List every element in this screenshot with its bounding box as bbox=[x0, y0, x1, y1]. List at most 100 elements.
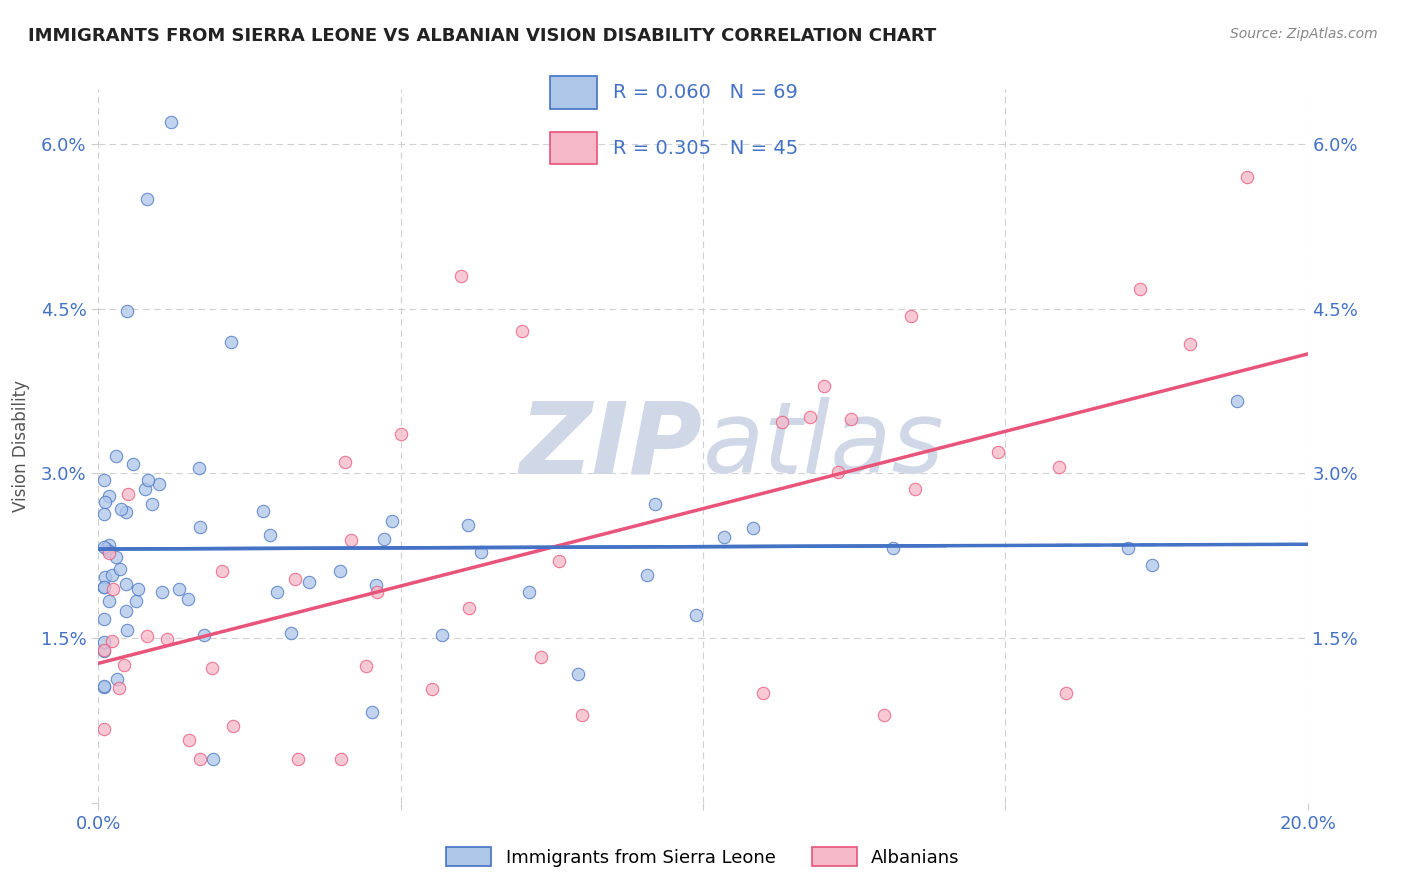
Point bbox=[458, 600, 481, 615]
Point bbox=[124, 594, 146, 608]
Point bbox=[202, 752, 225, 766]
Point bbox=[93, 679, 115, 693]
Point bbox=[827, 466, 849, 480]
Point bbox=[430, 628, 453, 642]
Point bbox=[115, 505, 138, 519]
Point bbox=[112, 658, 135, 673]
Point bbox=[298, 575, 321, 590]
Point bbox=[636, 567, 658, 582]
Point bbox=[93, 612, 115, 626]
Point bbox=[329, 752, 352, 766]
Point bbox=[93, 634, 115, 648]
FancyBboxPatch shape bbox=[550, 77, 598, 109]
Point bbox=[167, 582, 190, 597]
Point bbox=[252, 503, 274, 517]
Point bbox=[93, 642, 115, 657]
Point bbox=[283, 572, 305, 586]
Point bbox=[160, 115, 183, 129]
Point bbox=[389, 427, 412, 442]
Point bbox=[1236, 169, 1258, 184]
Point bbox=[188, 520, 211, 534]
Point bbox=[548, 553, 571, 567]
Point bbox=[839, 412, 862, 426]
Point bbox=[201, 660, 224, 674]
Point bbox=[420, 681, 443, 696]
Point bbox=[752, 686, 775, 700]
Point bbox=[94, 494, 117, 508]
Point bbox=[98, 489, 121, 503]
Point bbox=[150, 584, 173, 599]
Point bbox=[105, 673, 128, 687]
Point bbox=[97, 538, 120, 552]
Point bbox=[177, 592, 200, 607]
Point bbox=[93, 540, 115, 554]
Point bbox=[177, 733, 200, 747]
Text: Source: ZipAtlas.com: Source: ZipAtlas.com bbox=[1230, 27, 1378, 41]
Point bbox=[104, 449, 127, 463]
Point bbox=[340, 533, 363, 547]
Point bbox=[100, 634, 122, 648]
Point bbox=[457, 518, 479, 533]
Point bbox=[148, 476, 170, 491]
Point bbox=[450, 268, 472, 283]
Point bbox=[266, 585, 288, 599]
Point bbox=[1129, 281, 1152, 295]
Point bbox=[571, 708, 593, 723]
Legend: Immigrants from Sierra Leone, Albanians: Immigrants from Sierra Leone, Albanians bbox=[439, 840, 967, 874]
Y-axis label: Vision Disability: Vision Disability bbox=[11, 380, 30, 512]
Point bbox=[530, 650, 553, 665]
Point bbox=[93, 644, 115, 658]
Point bbox=[567, 666, 589, 681]
Point bbox=[115, 303, 138, 318]
Point bbox=[1116, 541, 1139, 555]
Point bbox=[713, 530, 735, 544]
Point bbox=[904, 483, 927, 497]
Point bbox=[122, 457, 145, 471]
Point bbox=[510, 324, 533, 338]
Point bbox=[361, 705, 384, 719]
Point bbox=[211, 564, 233, 578]
Point bbox=[110, 502, 132, 516]
Point bbox=[98, 544, 121, 558]
Point bbox=[333, 455, 356, 469]
Point bbox=[97, 546, 120, 560]
Text: IMMIGRANTS FROM SIERRA LEONE VS ALBANIAN VISION DISABILITY CORRELATION CHART: IMMIGRANTS FROM SIERRA LEONE VS ALBANIAN… bbox=[28, 27, 936, 45]
Point bbox=[93, 474, 115, 488]
Point bbox=[93, 580, 115, 594]
Point bbox=[110, 562, 132, 576]
Point bbox=[101, 568, 124, 582]
Point bbox=[127, 582, 149, 596]
Point bbox=[799, 409, 821, 424]
Point bbox=[354, 659, 377, 673]
Point bbox=[517, 585, 540, 599]
Point bbox=[280, 626, 302, 640]
Point bbox=[742, 521, 765, 535]
Point bbox=[373, 533, 395, 547]
Point bbox=[188, 461, 211, 475]
Point bbox=[114, 604, 136, 618]
Point bbox=[115, 624, 138, 638]
Point bbox=[138, 473, 160, 487]
Text: ZIP: ZIP bbox=[520, 398, 703, 494]
Point bbox=[156, 632, 179, 646]
Point bbox=[93, 680, 115, 694]
Point bbox=[287, 752, 309, 766]
Point bbox=[685, 608, 707, 623]
Point bbox=[107, 681, 129, 696]
Point bbox=[770, 415, 793, 429]
Point bbox=[117, 486, 139, 500]
Point bbox=[141, 497, 163, 511]
Point bbox=[366, 584, 388, 599]
Point bbox=[1047, 459, 1070, 474]
Point bbox=[222, 719, 245, 733]
Point bbox=[986, 444, 1008, 458]
Point bbox=[94, 541, 117, 556]
Point bbox=[328, 564, 350, 578]
Text: R = 0.305   N = 45: R = 0.305 N = 45 bbox=[613, 139, 799, 158]
Point bbox=[93, 507, 115, 521]
Point bbox=[1142, 558, 1164, 572]
Point bbox=[188, 752, 211, 766]
Point bbox=[813, 378, 835, 392]
Point bbox=[135, 192, 157, 206]
Text: atlas: atlas bbox=[703, 398, 945, 494]
